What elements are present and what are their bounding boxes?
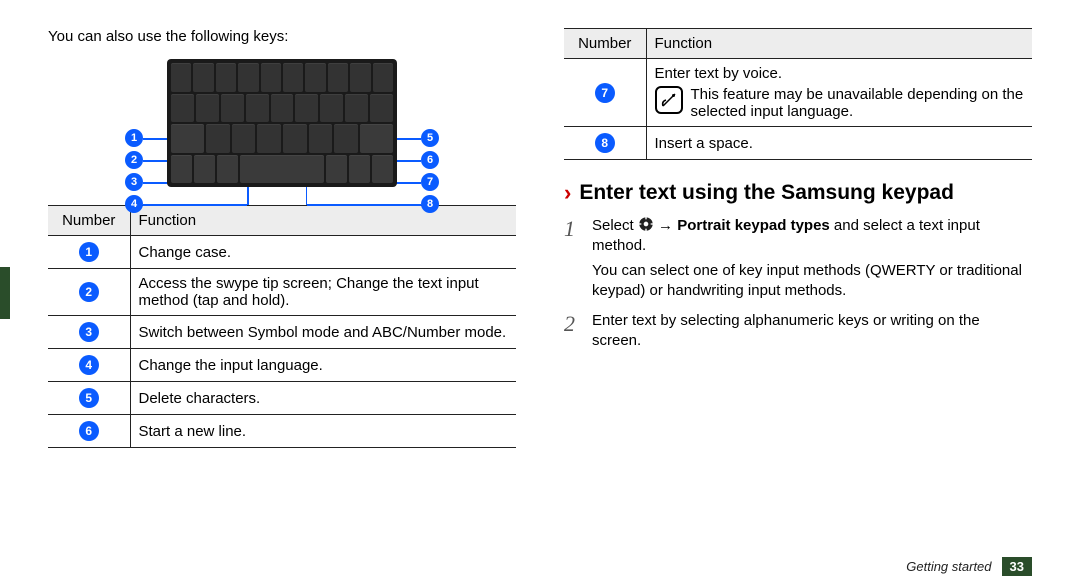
step-extra: You can select one of key input methods … — [592, 261, 1032, 302]
table-row: 1 Change case. — [48, 236, 516, 269]
chevron-icon: › — [564, 180, 571, 206]
step-body: Select → Portrait keypad types and selec… — [592, 216, 1032, 301]
note-icon — [655, 86, 683, 114]
step-1: 1 Select → Portrait keypad types and sel… — [564, 216, 1032, 301]
row-text: Access the swype tip screen; Change the … — [130, 269, 516, 316]
table-row: 4 Change the input language. — [48, 349, 516, 382]
table-row: 6 Start a new line. — [48, 415, 516, 448]
section-title: Enter text using the Samsung keypad — [579, 181, 954, 205]
row-num: 5 — [79, 388, 99, 408]
col-header-function: Function — [130, 206, 516, 236]
callout-5: 5 — [421, 129, 439, 147]
intro-text: You can also use the following keys: — [48, 28, 516, 45]
row-num: 3 — [79, 322, 99, 342]
step-number: 2 — [564, 311, 582, 352]
row-text: Enter text by voice. — [655, 65, 1025, 82]
keyboard-graphic — [167, 59, 397, 187]
row-num: 4 — [79, 355, 99, 375]
callout-3: 3 — [125, 173, 143, 191]
step-number: 1 — [564, 216, 582, 301]
row-num: 6 — [79, 421, 99, 441]
right-column: Number Function 7 Enter text by voice. T… — [564, 28, 1032, 448]
row-num: 7 — [595, 83, 615, 103]
row-text: Switch between Symbol mode and ABC/Numbe… — [130, 316, 516, 349]
row-text: Change the input language. — [130, 349, 516, 382]
step-body: Enter text by selecting alphanumeric key… — [592, 311, 1032, 352]
table-row: 8 Insert a space. — [564, 127, 1032, 160]
table-row: 5 Delete characters. — [48, 382, 516, 415]
page-columns: You can also use the following keys: 1 2… — [48, 28, 1032, 448]
callout-2: 2 — [125, 151, 143, 169]
row-num: 1 — [79, 242, 99, 262]
footer-label: Getting started — [906, 559, 991, 574]
row-text: Change case. — [130, 236, 516, 269]
row-num: 2 — [79, 282, 99, 302]
step-arrow: → — [654, 217, 677, 234]
col-header-number: Number — [48, 206, 130, 236]
table-row: 7 Enter text by voice. This feature may … — [564, 59, 1032, 127]
callout-1: 1 — [125, 129, 143, 147]
keyboard-figure: 1 2 3 4 5 6 7 8 — [48, 59, 516, 187]
callout-6: 6 — [421, 151, 439, 169]
table-row: 2 Access the swype tip screen; Change the… — [48, 269, 516, 316]
step-text-prefix: Select — [592, 217, 638, 234]
callout-7: 7 — [421, 173, 439, 191]
page-footer: Getting started 33 — [906, 557, 1032, 576]
left-column: You can also use the following keys: 1 2… — [48, 28, 516, 448]
col-header-function: Function — [646, 29, 1032, 59]
page-edge-tab — [0, 267, 10, 319]
note-box: This feature may be unavailable dependin… — [655, 86, 1025, 120]
footer-page-number: 33 — [1002, 557, 1032, 576]
section-heading: › Enter text using the Samsung keypad — [564, 180, 1032, 206]
step-bold: Portrait keypad types — [677, 217, 830, 234]
note-text: This feature may be unavailable dependin… — [691, 86, 1025, 120]
col-header-number: Number — [564, 29, 646, 59]
gear-icon — [638, 216, 654, 232]
row-text: Delete characters. — [130, 382, 516, 415]
step-2: 2 Enter text by selecting alphanumeric k… — [564, 311, 1032, 352]
left-function-table: Number Function 1 Change case. 2 Access th… — [48, 205, 516, 448]
table-row: 3 Switch between Symbol mode and ABC/Numb… — [48, 316, 516, 349]
row-num: 8 — [595, 133, 615, 153]
row-text: Start a new line. — [130, 415, 516, 448]
row-text: Insert a space. — [646, 127, 1032, 160]
right-function-table: Number Function 7 Enter text by voice. T… — [564, 28, 1032, 160]
